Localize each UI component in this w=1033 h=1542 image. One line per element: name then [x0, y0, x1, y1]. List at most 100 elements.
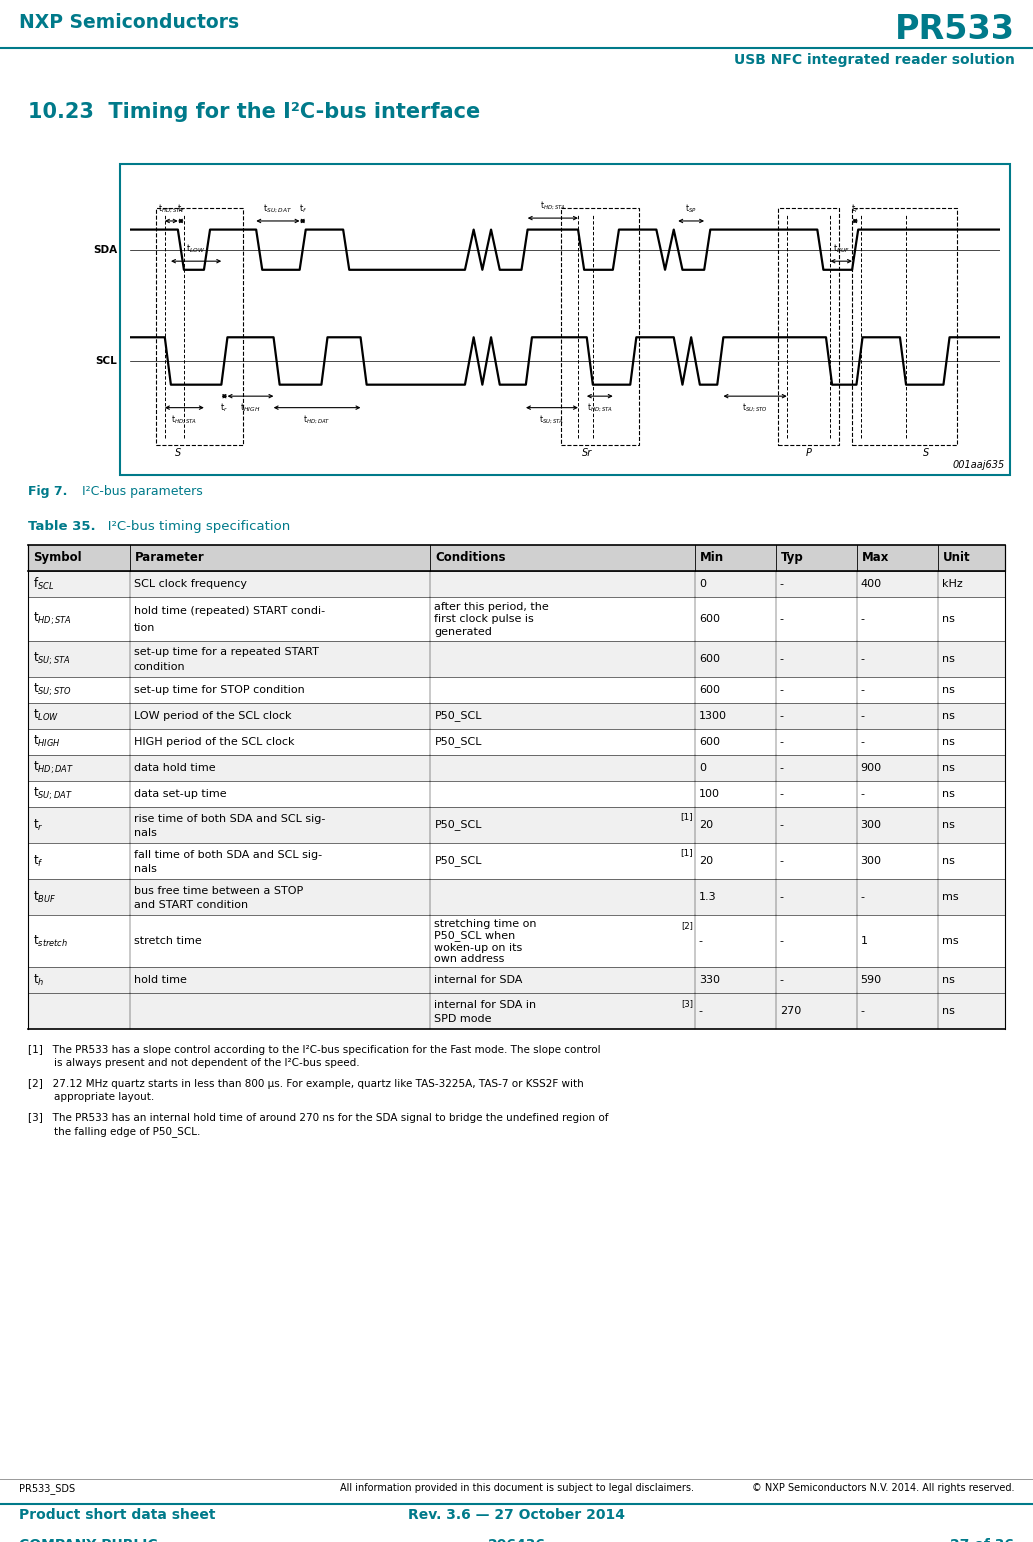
Text: ns: ns — [942, 763, 954, 773]
Bar — [120, 163, 1010, 475]
Text: HIGH period of the SCL clock: HIGH period of the SCL clock — [133, 737, 294, 746]
Text: ms: ms — [942, 893, 959, 902]
Text: I²C-bus timing specification: I²C-bus timing specification — [95, 520, 290, 532]
Text: 1.3: 1.3 — [699, 893, 717, 902]
Text: 206436: 206436 — [488, 1537, 545, 1542]
Text: ns: ns — [942, 856, 954, 867]
Text: 300: 300 — [860, 820, 882, 830]
Text: data hold time: data hold time — [133, 763, 215, 773]
Text: f$_{SCL}$: f$_{SCL}$ — [33, 575, 55, 592]
Text: I²C-bus parameters: I²C-bus parameters — [70, 484, 202, 498]
Text: -: - — [860, 654, 865, 663]
Text: -: - — [780, 737, 784, 746]
Bar — [28, 677, 1005, 703]
Text: t$_{stretch}$: t$_{stretch}$ — [33, 933, 68, 948]
Text: internal for SDA in: internal for SDA in — [435, 999, 536, 1010]
Text: first clock pulse is: first clock pulse is — [435, 614, 534, 625]
Bar — [28, 597, 1005, 641]
Text: t$_{SU;STA}$: t$_{SU;STA}$ — [33, 651, 70, 668]
Text: -: - — [699, 936, 702, 947]
Bar — [852, 208, 957, 446]
Text: Parameter: Parameter — [134, 550, 205, 564]
Text: 0: 0 — [699, 763, 706, 773]
Text: P50_SCL when: P50_SCL when — [435, 930, 515, 941]
Text: 600: 600 — [699, 685, 720, 695]
Text: t$_{BUF}$: t$_{BUF}$ — [833, 244, 850, 256]
Text: ns: ns — [942, 820, 954, 830]
Text: tion: tion — [133, 623, 155, 634]
Text: and START condition: and START condition — [133, 901, 248, 910]
Bar — [28, 756, 1005, 780]
Text: is always present and not dependent of the I²C-bus speed.: is always present and not dependent of t… — [28, 1058, 359, 1069]
Text: t$_{HD;STA}$: t$_{HD;STA}$ — [540, 200, 566, 213]
Text: -: - — [780, 856, 784, 867]
Text: © NXP Semiconductors N.V. 2014. All rights reserved.: © NXP Semiconductors N.V. 2014. All righ… — [752, 1483, 1014, 1494]
Text: after this period, the: after this period, the — [435, 601, 550, 612]
Text: Fig 7.: Fig 7. — [28, 484, 67, 498]
Text: COMPANY PUBLIC: COMPANY PUBLIC — [19, 1537, 157, 1542]
Text: t$_r$: t$_r$ — [220, 402, 228, 415]
Text: -: - — [860, 711, 865, 720]
Text: t$_{HIGH}$: t$_{HIGH}$ — [241, 402, 260, 415]
Text: [2]   27.12 MHz quartz starts in less than 800 μs. For example, quartz like TAS-: [2] 27.12 MHz quartz starts in less than… — [28, 1079, 584, 1089]
Text: t$_f$: t$_f$ — [33, 853, 43, 868]
Text: t$_{LOW}$: t$_{LOW}$ — [187, 244, 206, 256]
Text: Min: Min — [700, 550, 724, 564]
Text: [3]: [3] — [681, 999, 693, 1008]
Text: 100: 100 — [699, 790, 720, 799]
Text: -: - — [860, 614, 865, 623]
Bar — [28, 641, 1005, 677]
Text: t$_f$: t$_f$ — [177, 202, 185, 216]
Text: S: S — [175, 447, 181, 458]
Text: 300: 300 — [860, 856, 882, 867]
Text: ns: ns — [942, 711, 954, 720]
Text: hold time (repeated) START condi-: hold time (repeated) START condi- — [133, 606, 324, 615]
Text: t$_{HD;DAT}$: t$_{HD;DAT}$ — [304, 413, 331, 426]
Text: nals: nals — [133, 828, 157, 837]
Text: the falling edge of P50_SCL.: the falling edge of P50_SCL. — [28, 1126, 200, 1138]
Text: t$_r$: t$_r$ — [851, 202, 859, 216]
Text: t$_f$: t$_f$ — [299, 202, 307, 216]
Text: ns: ns — [942, 737, 954, 746]
Text: set-up time for a repeated START: set-up time for a repeated START — [133, 648, 318, 657]
Text: t$_{LOW}$: t$_{LOW}$ — [33, 708, 59, 723]
Text: SCL clock frequency: SCL clock frequency — [133, 578, 247, 589]
Text: 600: 600 — [699, 614, 720, 623]
Text: condition: condition — [133, 662, 185, 672]
Text: t$_{SU;DAT}$: t$_{SU;DAT}$ — [33, 786, 73, 802]
Text: 270: 270 — [780, 1007, 801, 1016]
Text: ns: ns — [942, 614, 954, 623]
Text: [1]: [1] — [680, 848, 693, 857]
Text: Typ: Typ — [781, 550, 804, 564]
Text: Symbol: Symbol — [33, 550, 82, 564]
Text: Table 35.: Table 35. — [28, 520, 96, 532]
Text: woken-up on its: woken-up on its — [435, 942, 523, 953]
Text: [1]: [1] — [680, 813, 693, 820]
Text: bus free time between a STOP: bus free time between a STOP — [133, 885, 303, 896]
Bar — [28, 806, 1005, 843]
Text: t$_r$: t$_r$ — [33, 817, 43, 833]
Bar — [778, 208, 839, 446]
Text: P50_SCL: P50_SCL — [435, 856, 482, 867]
Text: rise time of both SDA and SCL sig-: rise time of both SDA and SCL sig- — [133, 814, 325, 823]
Text: Conditions: Conditions — [436, 550, 506, 564]
Text: All information provided in this document is subject to legal disclaimers.: All information provided in this documen… — [340, 1483, 693, 1494]
Text: -: - — [699, 1007, 702, 1016]
Text: ns: ns — [942, 1007, 954, 1016]
Bar — [28, 544, 1005, 571]
Text: 600: 600 — [699, 654, 720, 663]
Text: hold time: hold time — [133, 975, 187, 985]
Text: Unit: Unit — [942, 550, 970, 564]
Text: -: - — [780, 614, 784, 623]
Text: t$_{HD;DAT}$: t$_{HD;DAT}$ — [33, 760, 74, 776]
Text: Sr: Sr — [582, 447, 592, 458]
Text: t$_{SU;STO}$: t$_{SU;STO}$ — [33, 682, 71, 699]
Text: appropriate layout.: appropriate layout. — [28, 1092, 154, 1103]
Text: t$_{SU;STO}$: t$_{SU;STO}$ — [742, 402, 768, 415]
Text: t$_{HIGH}$: t$_{HIGH}$ — [33, 734, 61, 749]
Text: Product short data sheet: Product short data sheet — [19, 1508, 215, 1522]
Bar — [28, 571, 1005, 597]
Text: P: P — [806, 447, 812, 458]
Text: t$_{HD;STA}$: t$_{HD;STA}$ — [171, 413, 197, 426]
Text: own address: own address — [435, 954, 505, 964]
